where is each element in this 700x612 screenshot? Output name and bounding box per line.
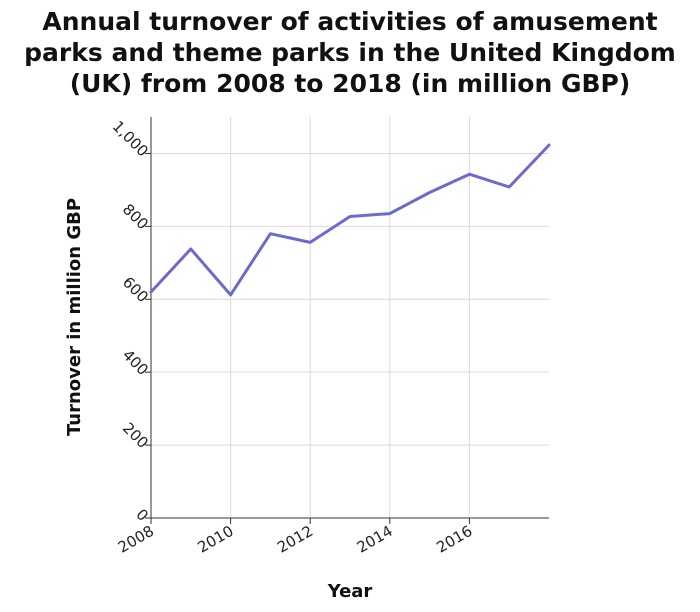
y-tick-label: 400 xyxy=(119,346,152,379)
x-tick-label: 2014 xyxy=(354,522,396,557)
series-group xyxy=(149,143,551,297)
y-tick-label: 800 xyxy=(119,200,152,233)
axes xyxy=(145,117,549,524)
x-tick-label: 2012 xyxy=(274,522,316,557)
y-axis-label: Turnover in million GBP xyxy=(64,198,85,436)
x-tick-label: 2016 xyxy=(433,522,475,557)
chart-title-line-1: Annual turnover of activities of amuseme… xyxy=(42,7,658,36)
x-tick-label: 2010 xyxy=(195,522,237,557)
chart-title-line-3: (UK) from 2008 to 2018 (in million GBP) xyxy=(69,69,631,98)
y-tick-label: 600 xyxy=(119,273,152,306)
chart-title-line-2: parks and theme parks in the United King… xyxy=(24,38,676,67)
x-tick-label: 2008 xyxy=(115,522,157,557)
gridlines xyxy=(151,117,549,518)
chart-title: Annual turnover of activities of amuseme… xyxy=(0,6,700,99)
y-tick-labels: 0 200 400 600 800 1,000 xyxy=(109,117,152,525)
y-tick-label: 1,000 xyxy=(109,117,152,160)
x-axis-label: Year xyxy=(327,581,373,602)
x-tick-labels: 2008 2010 2012 2014 2016 xyxy=(115,522,475,557)
series-line xyxy=(149,143,551,297)
y-tick-label: 0 xyxy=(132,505,151,524)
y-tick-label: 200 xyxy=(119,419,152,452)
